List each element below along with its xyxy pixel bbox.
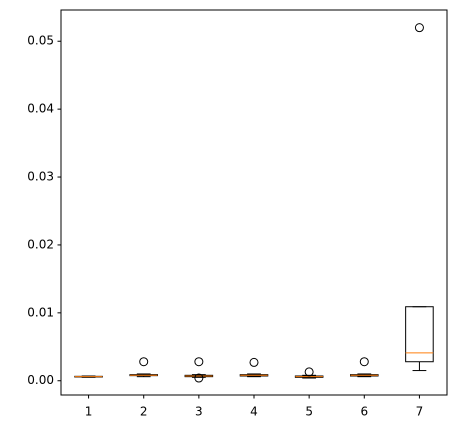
x-tick-label: 7 (416, 405, 424, 419)
outlier (414, 23, 424, 33)
outlier (194, 373, 204, 383)
x-tick-label: 2 (140, 405, 148, 419)
outlier (249, 357, 259, 367)
y-tick-label: 0.05 (27, 34, 54, 48)
x-tick-label: 6 (360, 405, 368, 419)
y-tick-label: 0.04 (27, 102, 54, 116)
axes-frame (60, 9, 448, 396)
x-tick-label: 4 (250, 405, 258, 419)
y-tick-label: 0.02 (27, 237, 54, 251)
x-tick-label: 1 (85, 405, 93, 419)
y-tick-label: 0.01 (27, 305, 54, 319)
y-tick-label: 0.03 (27, 170, 54, 184)
outlier (139, 357, 149, 367)
outlier (194, 357, 204, 367)
x-tick-label: 5 (305, 405, 313, 419)
outlier (304, 367, 314, 377)
box (405, 306, 434, 363)
x-tick-label: 3 (195, 405, 203, 419)
outlier (359, 357, 369, 367)
y-tick-label: 0.00 (27, 373, 54, 387)
